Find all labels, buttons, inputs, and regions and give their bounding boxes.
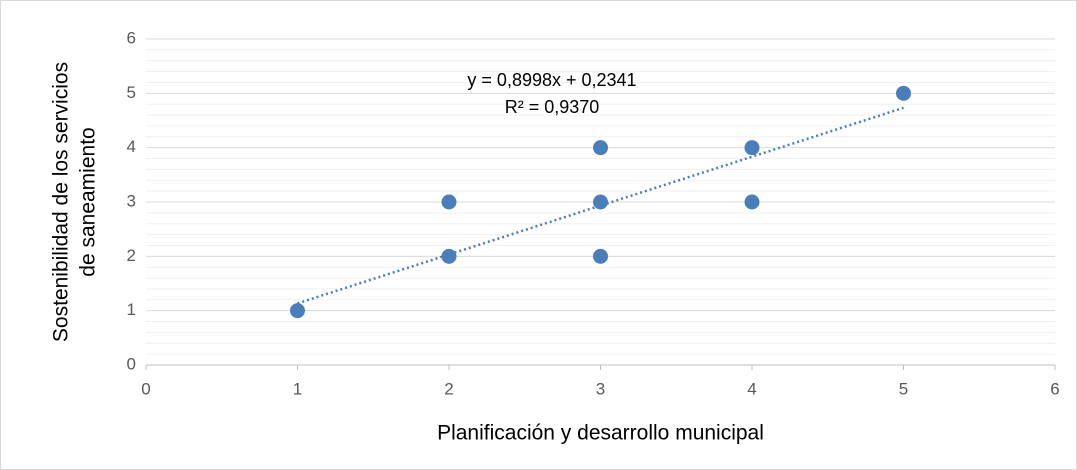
x-tick-label: 3 [596,379,605,398]
data-point [896,85,911,101]
data-point [744,140,760,156]
data-point [290,303,305,319]
y-tick-label: 6 [127,28,136,47]
trendline-r2: R² = 0,9370 [505,97,600,117]
y-tick-label: 0 [127,354,136,373]
y-tick-label: 1 [127,300,136,319]
x-tick-label: 4 [747,379,756,398]
y-axis-label: de saneamiento [77,127,100,276]
data-point [744,194,760,210]
x-tick-label: 6 [1050,379,1059,398]
x-axis-label: Planificación y desarrollo municipal [437,422,764,445]
x-tick-label: 5 [899,379,908,398]
x-tick-label: 0 [141,379,150,398]
data-point [593,194,608,210]
x-tick-label: 1 [293,379,302,398]
y-tick-label: 3 [127,191,136,210]
trendline [297,106,904,305]
y-tick-label: 2 [127,246,136,265]
y-axis-label: Sostenibilidad de los servicios [50,62,73,342]
trendline-equation: y = 0,8998x + 0,2341 [467,70,636,90]
data-point [593,248,608,264]
data-point [593,140,608,156]
y-tick-label: 5 [127,83,136,102]
data-point [441,248,457,264]
y-tick-label: 4 [127,137,136,156]
x-tick-label: 2 [444,379,453,398]
data-point [441,194,457,210]
